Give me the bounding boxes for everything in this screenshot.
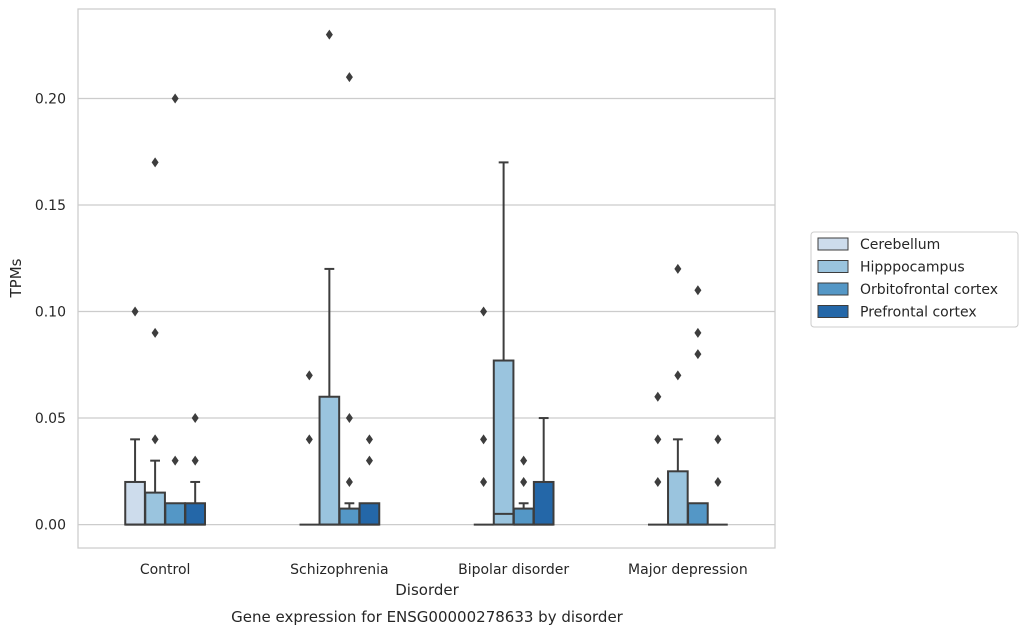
outlier-point [520,476,528,487]
box [124,480,146,526]
y-axis-label: TPMs [7,258,25,298]
box-group [512,455,535,526]
box-group [667,263,689,526]
box-group [532,417,555,526]
y-tick-label: 0.10 [35,305,66,321]
outlier-point [191,413,199,424]
outlier-point [171,93,179,104]
legend-swatch [817,282,849,296]
legend-label: Prefrontal cortex [860,305,977,321]
outlier-point [345,72,353,83]
outlier-point [654,434,662,445]
y-tick-labels: 0.00 0.05 0.10 0.15 0.20 [35,91,66,533]
outlier-point [694,327,702,338]
box-group [473,306,494,526]
outlier-point [480,434,488,445]
y-tick-label: 0.15 [35,198,66,214]
box-group [647,391,668,526]
outlier-point [480,306,488,317]
outlier-point [345,476,353,487]
box-group [492,161,515,526]
outlier-point [654,391,662,402]
box [164,502,186,526]
box [184,502,207,526]
box-group [358,434,381,526]
box [532,480,555,526]
outlier-point [714,434,722,445]
box [667,470,689,526]
outlier-point [151,157,159,168]
box-series [124,29,728,526]
x-tick-label: Major depression [628,562,748,578]
legend-label: Hipppocampus [860,260,965,276]
x-tick-label: Bipolar disorder [458,562,569,578]
outlier-point [345,413,353,424]
x-tick-label: Control [140,562,191,578]
box [338,507,361,526]
box [144,491,166,526]
outlier-point [151,327,159,338]
outlier-point [305,434,313,445]
outlier-point [305,370,313,381]
box-group [299,370,320,526]
legend-frame [810,231,1019,328]
plot-background [78,9,775,548]
box [687,502,709,526]
chart-title: Gene expression for ENSG00000278633 by d… [231,608,624,626]
x-tick-labels: Control Schizophrenia Bipolar disorder Majo… [140,562,748,578]
box [492,359,515,526]
legend-label: Cerebellum [860,237,940,253]
plot-frame [77,8,776,549]
legend: Cerebellum Hipppocampus Orbitofrontal cort… [810,231,1019,328]
outlier-point [131,306,139,317]
x-axis-label: Disorder [395,581,459,599]
box-group [708,434,728,526]
outlier-point [654,476,662,487]
outlier-point [694,285,702,296]
box [318,395,341,526]
outlier-point [674,370,682,381]
box-group [687,285,709,526]
outlier-point [191,455,199,466]
outlier-point [325,29,333,40]
outlier-point [694,349,702,360]
legend-label: Orbitofrontal cortex [860,282,998,298]
box [512,507,535,526]
x-tick-label: Schizophrenia [290,562,388,578]
box-group [164,93,186,526]
outlier-point [480,476,488,487]
legend-swatch [817,305,849,318]
outlier-point [520,455,528,466]
outlier-point [151,434,159,445]
legend-swatch [817,237,849,251]
box-group [338,72,361,526]
y-tick-label: 0.00 [35,518,66,534]
box [358,502,381,526]
y-tick-label: 0.05 [35,411,66,427]
outlier-point [171,455,179,466]
y-tick-label: 0.20 [35,91,66,107]
box-group [144,157,166,526]
box-group [184,413,207,526]
outlier-point [674,263,682,274]
legend-swatch [817,260,849,273]
box-group [318,29,341,526]
outlier-point [365,434,373,445]
outlier-point [714,476,722,487]
box-group [124,306,146,526]
outlier-point [365,455,373,466]
